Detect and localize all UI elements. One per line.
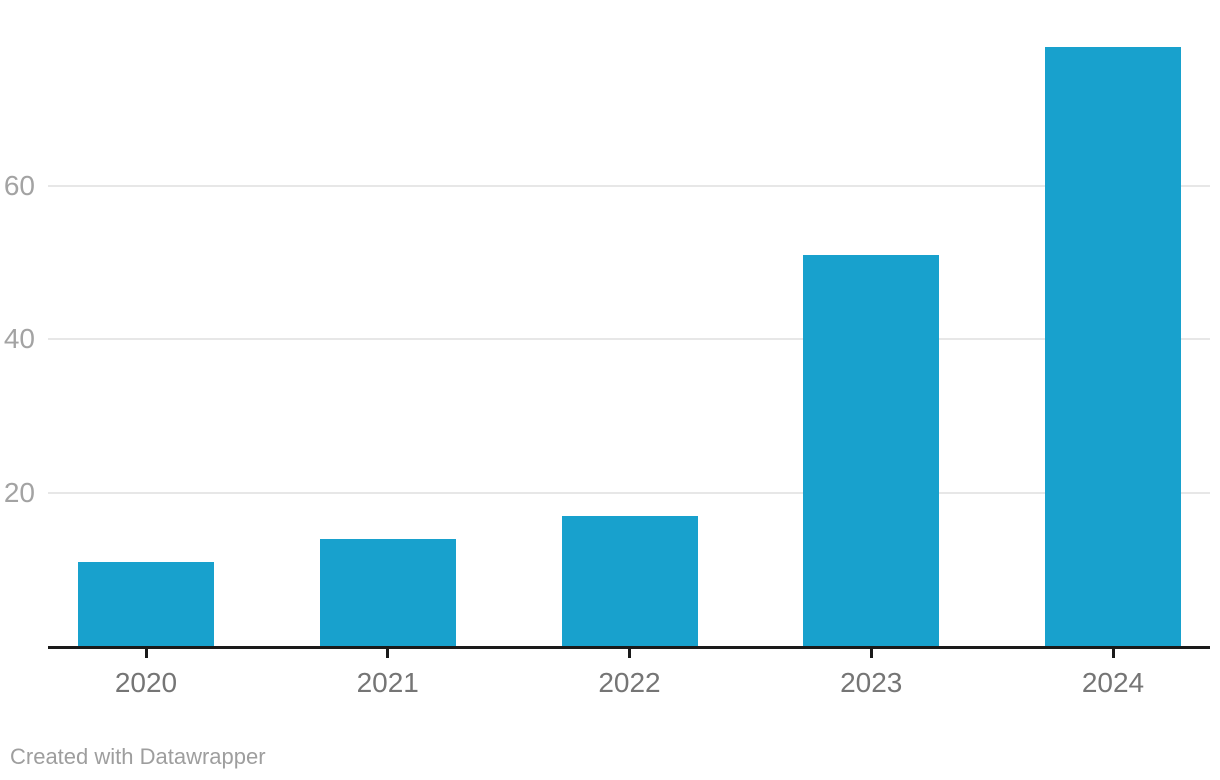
- x-axis-tick-2024: [1111, 649, 1115, 658]
- x-axis-tick-2021: [386, 649, 390, 658]
- x-axis-tick-2020: [144, 649, 148, 658]
- y-axis-tick-label: 60: [3, 169, 35, 201]
- bar-2024: [1045, 47, 1181, 647]
- x-axis-baseline: [48, 646, 1210, 649]
- x-axis-tick-2022: [628, 649, 631, 658]
- bar-2020: [78, 562, 214, 647]
- x-axis-tick-label-2024: 2024: [1081, 667, 1145, 698]
- x-axis-tick-label-2023: 2023: [840, 667, 903, 698]
- gridline-40: [48, 338, 1210, 341]
- bar-2022: [561, 516, 698, 647]
- x-axis-tick-label-2021: 2021: [356, 667, 419, 698]
- bar-2021: [319, 539, 456, 647]
- x-axis-tick-label-2022: 2022: [598, 667, 661, 698]
- y-axis-tick-label: 20: [3, 477, 35, 509]
- x-axis-tick-2023: [869, 649, 873, 658]
- bar-2023: [803, 254, 940, 647]
- x-axis-tick-label-2020: 2020: [114, 667, 178, 698]
- datawrapper-credit: Created with Datawrapper: [10, 744, 266, 769]
- gridline-20: [48, 492, 1210, 495]
- gridline-60: [48, 184, 1210, 187]
- y-axis-tick-label: 40: [3, 323, 35, 355]
